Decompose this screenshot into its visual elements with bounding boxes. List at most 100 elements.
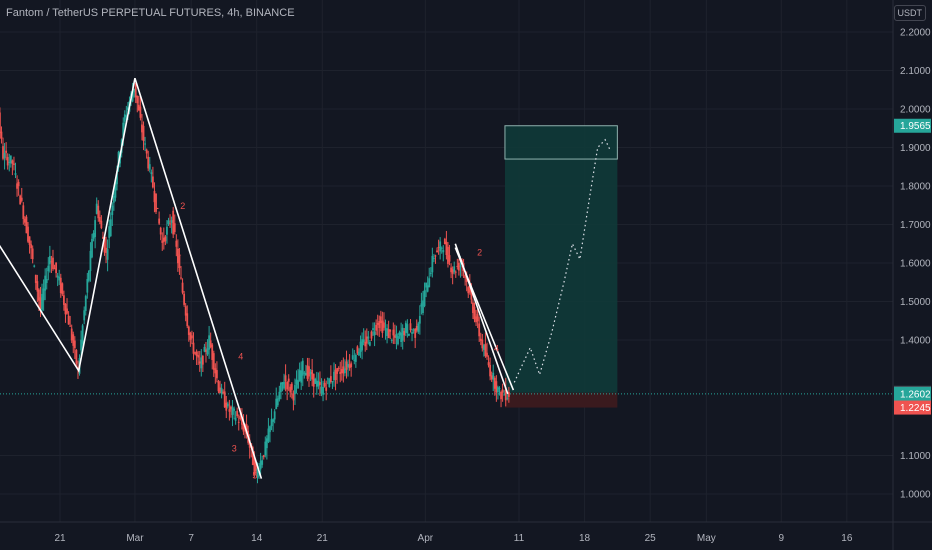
time-tick-label: 18 <box>579 533 591 544</box>
candle-body <box>127 107 129 111</box>
candle-body <box>400 332 403 342</box>
candle-body <box>326 378 329 380</box>
candle-body <box>398 331 401 336</box>
candle-body <box>0 131 3 139</box>
candle-body <box>197 355 200 358</box>
candle-body <box>162 237 165 242</box>
currency-button[interactable]: USDT <box>893 5 926 21</box>
candle-body <box>98 217 101 222</box>
candle-body <box>242 423 245 432</box>
candle-body <box>14 173 17 176</box>
time-tick-label: May <box>697 533 716 544</box>
candle-body <box>367 336 370 339</box>
candle-body <box>208 335 210 350</box>
candle-body <box>428 278 431 288</box>
candle-body <box>116 171 118 185</box>
price-tick-label: 2.2000 <box>900 28 931 39</box>
candle-body <box>16 183 18 189</box>
candle-body <box>459 265 462 267</box>
candle-body <box>33 265 36 267</box>
candle-body <box>323 382 326 387</box>
candle-body <box>417 323 420 332</box>
price-tick-label: 1.9000 <box>900 143 931 154</box>
candle-body <box>490 375 493 380</box>
stop-zone[interactable] <box>504 392 618 408</box>
candle-body <box>5 150 8 153</box>
candle-body <box>476 314 479 322</box>
candle-body <box>492 372 495 380</box>
candle-body <box>447 246 449 264</box>
candle-body <box>45 278 48 284</box>
candle-body <box>70 328 73 341</box>
candle-body <box>66 308 68 314</box>
candle-body <box>412 329 415 331</box>
candle-body <box>442 250 445 253</box>
candle-body <box>404 322 407 333</box>
candle-body <box>17 181 20 187</box>
candle-body <box>30 244 33 249</box>
candle-body <box>489 365 492 377</box>
candle-body <box>167 220 170 224</box>
candle-body <box>281 382 284 385</box>
wave-label: 4 <box>238 351 243 361</box>
candle-body <box>465 277 468 282</box>
candle-body <box>158 218 161 224</box>
candle-body <box>19 195 22 205</box>
candle-body <box>303 372 306 374</box>
candle-body <box>94 220 97 237</box>
candle-body <box>253 456 256 475</box>
candle-body <box>434 255 437 257</box>
axis-corner[interactable] <box>894 523 931 549</box>
candle-body <box>294 385 296 395</box>
candle-body <box>397 336 399 345</box>
candle-body <box>169 223 171 225</box>
candle-body <box>353 359 356 362</box>
wave-line[interactable] <box>454 247 515 391</box>
candle-body <box>195 351 198 356</box>
candle-body <box>286 382 289 390</box>
candle-body <box>42 288 45 301</box>
wave-label: 5 <box>252 471 257 481</box>
candle-body <box>386 328 388 336</box>
candle-body <box>72 334 75 346</box>
price-tick-label: 1.1000 <box>900 451 931 462</box>
candle-body <box>203 346 206 352</box>
candle-body <box>180 277 182 279</box>
wave-label: 3 <box>232 444 237 454</box>
candle-body <box>342 366 345 374</box>
candle-body <box>159 227 162 235</box>
candle-body <box>145 149 148 154</box>
candle-body <box>454 271 457 273</box>
candle-body <box>420 303 423 307</box>
wave-line[interactable] <box>0 77 263 479</box>
candle-body <box>275 398 278 410</box>
candle-body <box>482 345 485 350</box>
candle-body <box>63 295 65 305</box>
candle-body <box>295 379 298 385</box>
candle-body <box>298 370 301 381</box>
wave-label: 4 <box>494 344 499 354</box>
price-tick-label: 1.4000 <box>900 336 931 347</box>
candle-body <box>429 272 432 274</box>
candle-body <box>308 366 310 377</box>
candle-body <box>272 419 275 422</box>
candle-body <box>97 205 100 219</box>
candle-body <box>270 419 273 427</box>
candle-body <box>362 339 365 343</box>
candle-body <box>212 353 215 370</box>
candle-body <box>22 205 25 219</box>
candle-body <box>433 257 435 259</box>
candle-body <box>337 367 340 369</box>
time-tick-label: Mar <box>126 533 144 544</box>
candle-body <box>178 255 181 269</box>
target-zone[interactable] <box>504 125 618 393</box>
candle-body <box>80 339 82 351</box>
candle-body <box>336 368 339 374</box>
candle-body <box>345 361 348 370</box>
candle-body <box>468 283 471 293</box>
candle-body <box>415 325 418 331</box>
candle-body <box>389 329 392 332</box>
candle-body <box>378 320 381 329</box>
candle-body <box>84 296 87 312</box>
